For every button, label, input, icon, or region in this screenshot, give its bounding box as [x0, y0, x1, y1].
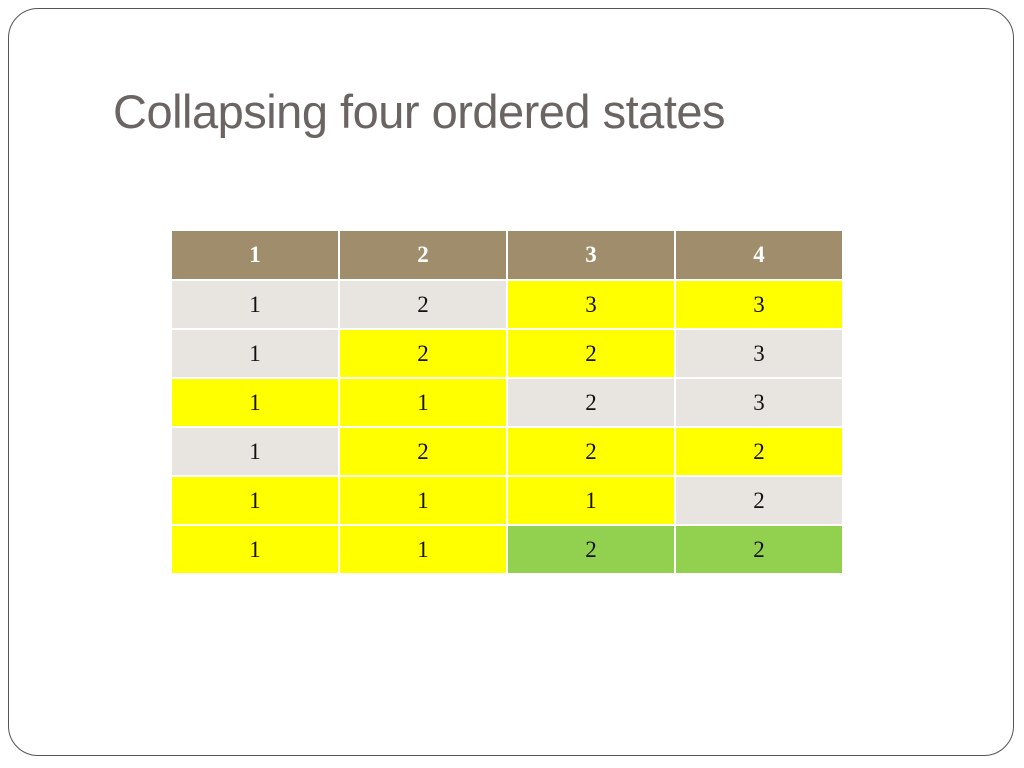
- table-cell: 1: [338, 524, 508, 575]
- table-cell: 2: [506, 426, 676, 477]
- table-cell: 1: [338, 475, 508, 526]
- table-cell: 1: [170, 426, 340, 477]
- table-cell: 2: [506, 328, 676, 379]
- table-cell: 2: [506, 377, 676, 428]
- header-cell: 2: [338, 229, 508, 281]
- table-cell: 2: [674, 426, 844, 477]
- table-cell: 3: [674, 328, 844, 379]
- table-cell: 3: [506, 279, 676, 330]
- table-cell: 3: [674, 279, 844, 330]
- table-cell: 1: [506, 475, 676, 526]
- slide-title: Collapsing four ordered states: [113, 85, 726, 138]
- table-cell: 2: [338, 328, 508, 379]
- header-cell: 3: [506, 229, 676, 281]
- table-cell: 1: [170, 328, 340, 379]
- table-cell: 1: [170, 475, 340, 526]
- table-cell: 1: [170, 377, 340, 428]
- table-cell: 1: [170, 524, 340, 575]
- table-cell: 3: [674, 377, 844, 428]
- table-cell: 1: [338, 377, 508, 428]
- table-cell: 2: [506, 524, 676, 575]
- table-cell: 2: [338, 279, 508, 330]
- header-cell: 1: [170, 229, 340, 281]
- header-cell: 4: [674, 229, 844, 281]
- table-cell: 2: [674, 475, 844, 526]
- table-cell: 2: [674, 524, 844, 575]
- table-cell: 2: [338, 426, 508, 477]
- table-cell: 1: [170, 279, 340, 330]
